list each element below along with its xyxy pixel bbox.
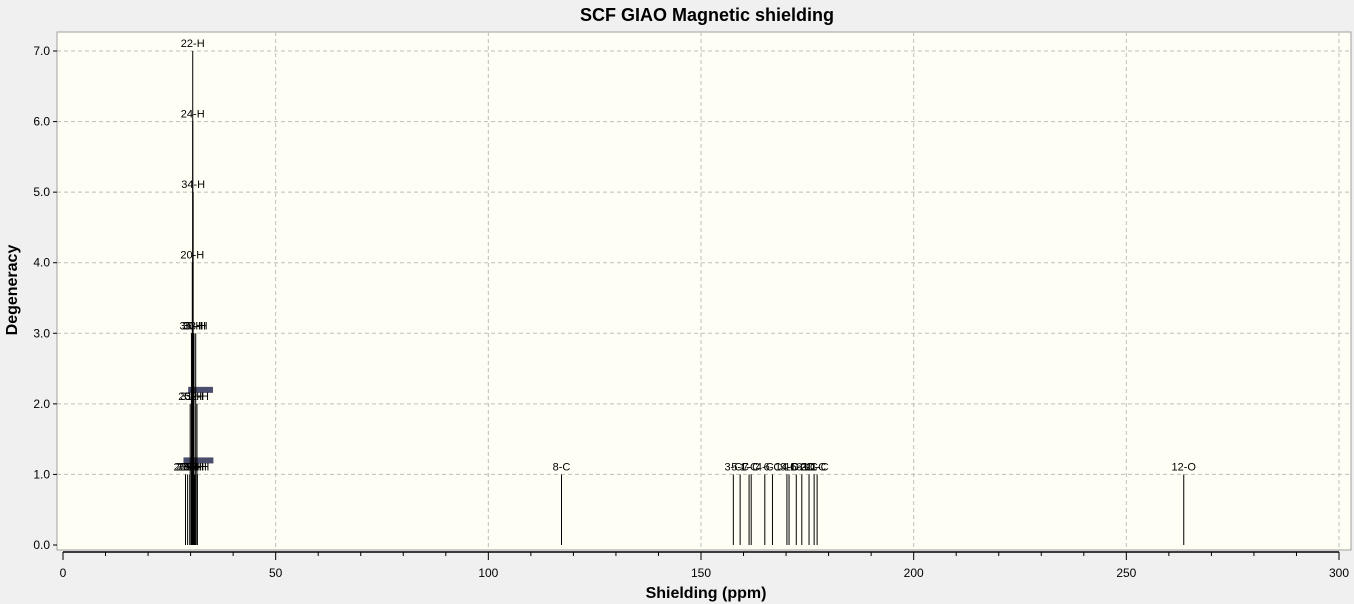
y-tick-label: 0.0 [33, 538, 50, 552]
peak-label-11-C: 11-C [806, 461, 829, 473]
peak-label-10-C: 10-C [802, 461, 826, 473]
peak-label-31-H: 31-H [180, 391, 204, 403]
peak-label-33-H: 33-H [184, 320, 208, 332]
peak-label-27-H: 27-H [176, 461, 200, 473]
x-tick-label: 200 [904, 566, 924, 580]
x-tick-label: 0 [60, 566, 67, 580]
label-overlap-bar [183, 457, 214, 464]
y-tick-label: 6.0 [33, 115, 50, 129]
peak-label-28-H: 28-H [178, 461, 202, 473]
peak-label-16-C: 16-C [790, 461, 814, 473]
grid-lines [57, 32, 1351, 550]
peak-label-26-H: 26-H [174, 461, 198, 473]
y-tick-label: 4.0 [33, 256, 50, 270]
label-overlap-bar [188, 386, 213, 393]
peak-label-3-C: 3-C [724, 461, 742, 473]
peak-label-30-H: 30-H [183, 461, 207, 473]
peak-label-35-H: 35-H [180, 320, 204, 332]
peak-label-4-C: 4-C [756, 461, 774, 473]
peak-label-36-H: 36-H [182, 320, 206, 332]
y-tick-label: 5.0 [33, 185, 50, 199]
y-tick-label: 7.0 [33, 44, 50, 58]
x-tick-label: 300 [1329, 566, 1349, 580]
chart-title: SCF GIAO Magnetic shielding [580, 5, 834, 25]
axes: 0.0 1.0 2.0 3.0 4.0 5.0 6.0 7.0 0 50 100 150 200 250 3… [33, 44, 1349, 580]
x-tick-label: 150 [691, 566, 711, 580]
y-tick-label: 2.0 [33, 397, 50, 411]
peak-label-22-H: 22-H [181, 38, 205, 50]
peak-label-14-C: 14-C [775, 461, 799, 473]
peak-label-9-C: 9-C [780, 461, 798, 473]
peak-label-2-C: 2-C [800, 461, 818, 473]
peak-label-34-H: 34-H [181, 179, 205, 191]
peak-label-29-H: 29-H [180, 461, 204, 473]
peak-marks: 22-H 24-H 34-H 20-H 35-H36-H33-H 25-H31-H32-H… [174, 38, 1197, 545]
y-tick-label: 3.0 [33, 326, 50, 340]
x-tick-label: 100 [478, 566, 498, 580]
y-axis-label: Degeneracy [4, 245, 21, 336]
peak-label-24-H: 24-H [181, 109, 205, 121]
peak-label-25-H: 25-H [178, 391, 202, 403]
peak-label-12-O: 12-O [1172, 461, 1197, 473]
peak-label-15-C: 15-C [784, 461, 808, 473]
peak-label-1-C: 1-C [740, 461, 758, 473]
peak-label-32-H: 32-H [185, 391, 209, 403]
peak-label-6-C: 6-C [764, 461, 782, 473]
peak-label-20-H: 20-H [180, 250, 204, 262]
y-tick-label: 1.0 [33, 467, 50, 481]
x-tick-label: 50 [269, 566, 283, 580]
peak-label-5-C: 5-C [731, 461, 749, 473]
plot-area[interactable] [56, 31, 1352, 551]
x-tick-label: 250 [1116, 566, 1136, 580]
peak-label-37-H: 37-H [185, 461, 209, 473]
peak-label-8-C: 8-C [553, 461, 571, 473]
peak-label-7-C: 7-C [742, 461, 760, 473]
x-axis-label: Shielding (ppm) [646, 585, 767, 602]
